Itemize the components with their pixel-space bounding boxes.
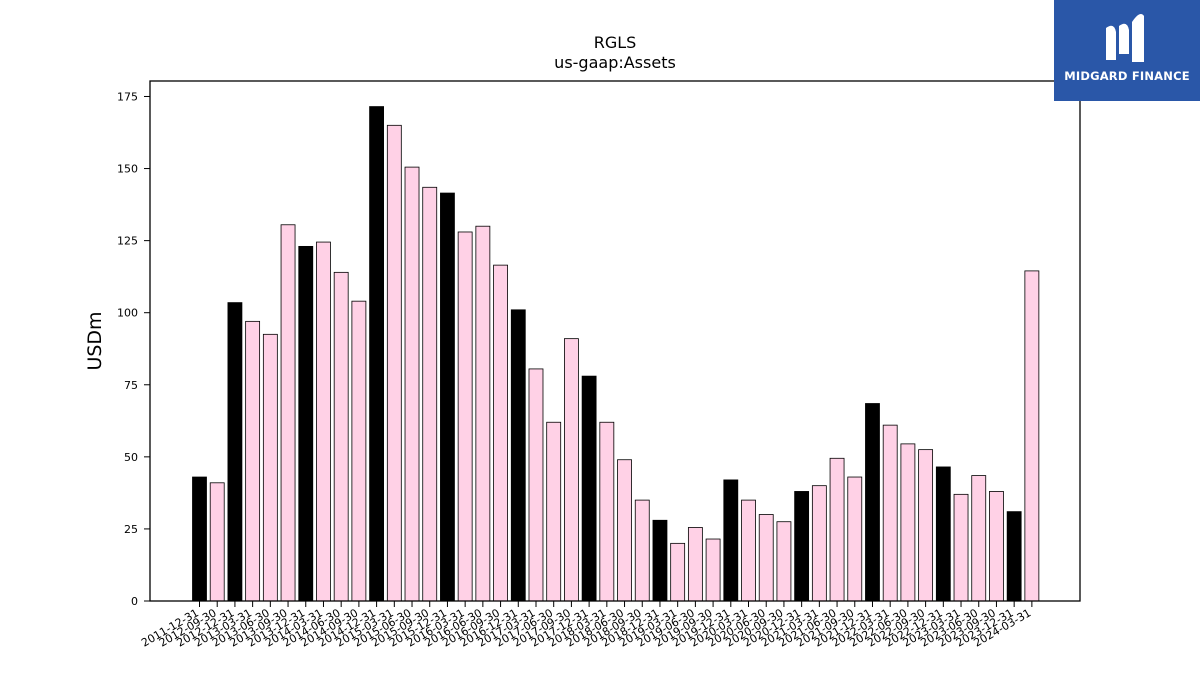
bar-2016-12-31	[510, 309, 526, 602]
bar-2018-03-31	[599, 421, 615, 602]
bar-2018-09-30	[634, 499, 650, 602]
bars-group	[192, 106, 1040, 602]
bar-2019-09-30	[705, 538, 721, 602]
bar-2018-12-31	[652, 519, 668, 602]
y-tick-label: 150	[117, 163, 138, 176]
plot-frame	[149, 80, 1081, 602]
bar-2020-09-30	[776, 521, 792, 602]
bar-2017-12-31	[581, 375, 597, 602]
bar-2014-06-30	[333, 271, 349, 602]
y-tick-label: 50	[124, 451, 138, 464]
y-tick-label: 75	[124, 379, 138, 392]
bar-2016-09-30	[493, 264, 508, 602]
bar-2013-09-30	[280, 224, 296, 602]
y-axis-label: USDm	[84, 311, 106, 370]
bar-2015-09-30	[422, 186, 438, 602]
bar-2021-03-31	[811, 485, 827, 602]
bar-2014-12-31	[369, 106, 385, 602]
bar-2020-06-30	[758, 514, 774, 602]
bar-2016-06-30	[475, 225, 491, 602]
logo-text: MIDGARD FINANCE	[1064, 69, 1190, 83]
bar-2020-12-31	[794, 491, 810, 602]
bar-2013-12-31	[298, 245, 314, 602]
y-tick-label: 0	[131, 595, 138, 608]
bar-2020-03-31	[741, 499, 756, 602]
bar-2024-03-31	[1024, 270, 1040, 602]
bar-2014-03-31	[316, 241, 331, 602]
bar-2016-03-31	[457, 231, 473, 602]
bar-2018-06-30	[617, 459, 632, 602]
bar-2011-12-31	[192, 476, 207, 602]
chart-subtitle: us-gaap:Assets	[554, 53, 676, 72]
bar-2017-03-31	[528, 368, 544, 602]
bar-2023-06-30	[971, 475, 987, 602]
bar-2021-09-30	[847, 476, 863, 602]
bar-2022-03-31	[882, 424, 898, 602]
bar-2023-03-31	[953, 493, 969, 602]
bar-2019-12-31	[723, 479, 739, 602]
bar-2022-12-31	[935, 466, 951, 602]
bar-2017-06-30	[546, 421, 562, 602]
y-tick-label: 25	[124, 523, 138, 536]
y-ticks-group: 0 25 50 75 100 125 150 175	[117, 90, 150, 608]
bar-2019-03-31	[670, 542, 686, 602]
x-ticks-group: 2011-12-312012-09-302012-12-312013-03-31…	[139, 601, 1033, 650]
bar-2022-09-30	[918, 449, 934, 602]
bar-2012-09-30	[209, 482, 225, 602]
bar-2013-06-30	[262, 333, 278, 602]
y-tick-label: 125	[117, 235, 138, 248]
bar-2013-03-31	[245, 320, 261, 602]
midgard-logo-mark-icon	[1106, 14, 1144, 62]
bar-2021-06-30	[829, 457, 845, 602]
bar-2019-06-30	[687, 527, 703, 602]
y-tick-label: 100	[117, 307, 138, 320]
bar-2023-09-30	[989, 491, 1004, 602]
chart-title: RGLS	[594, 33, 637, 52]
bar-2017-09-30	[564, 338, 579, 602]
bar-2015-03-31	[386, 124, 402, 602]
bar-2021-12-31	[865, 403, 880, 602]
bar-2014-09-30	[351, 300, 367, 602]
bar-2012-12-31	[227, 302, 243, 602]
midgard-finance-logo: MIDGARD FINANCE	[1054, 0, 1200, 101]
y-tick-label: 175	[117, 90, 138, 103]
bar-2015-12-31	[440, 192, 455, 602]
bar-2015-06-30	[404, 166, 420, 602]
bar-2022-06-30	[900, 443, 916, 602]
bar-2023-12-31	[1006, 511, 1022, 602]
